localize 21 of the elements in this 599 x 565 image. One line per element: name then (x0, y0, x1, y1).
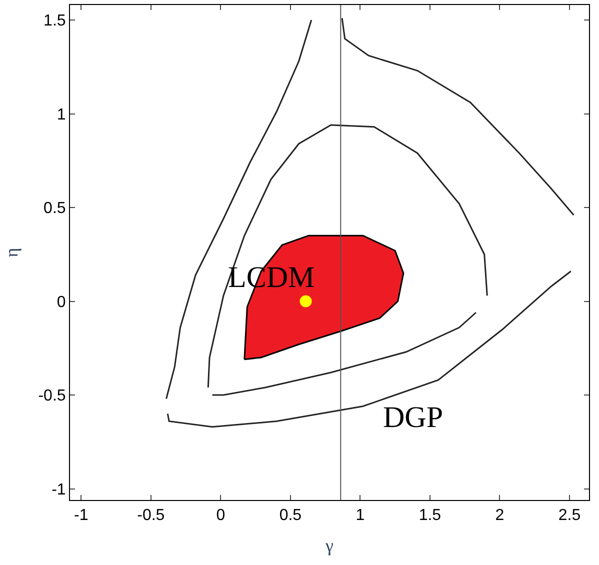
line-series (207, 124, 488, 388)
y-tick-label: 1 (56, 106, 66, 124)
x-tick-label: 1 (356, 507, 365, 524)
x-tick-label: 2.5 (558, 507, 581, 524)
x-tick-label: -0.5 (137, 507, 165, 524)
y-tick-label: -0.5 (38, 388, 66, 405)
y-tick-label: 1.5 (44, 12, 66, 30)
x-tick-label: 2 (495, 507, 504, 524)
y-tick-label: 0.5 (44, 200, 66, 218)
y-tick-label: -1 (52, 481, 66, 498)
x-axis-title: γ (324, 535, 334, 556)
x-tick-label: -1 (74, 507, 88, 524)
line-series (341, 17, 574, 216)
annotation: DGP (383, 401, 444, 434)
y-axis-title: η (1, 248, 22, 258)
x-tick-label: 0 (216, 507, 226, 524)
x-tick-label: 1.5 (418, 507, 442, 524)
line-series (212, 312, 477, 396)
y-tick-label: 0 (56, 294, 66, 311)
x-tick-label: 0.5 (279, 507, 302, 524)
line-series (166, 19, 312, 400)
